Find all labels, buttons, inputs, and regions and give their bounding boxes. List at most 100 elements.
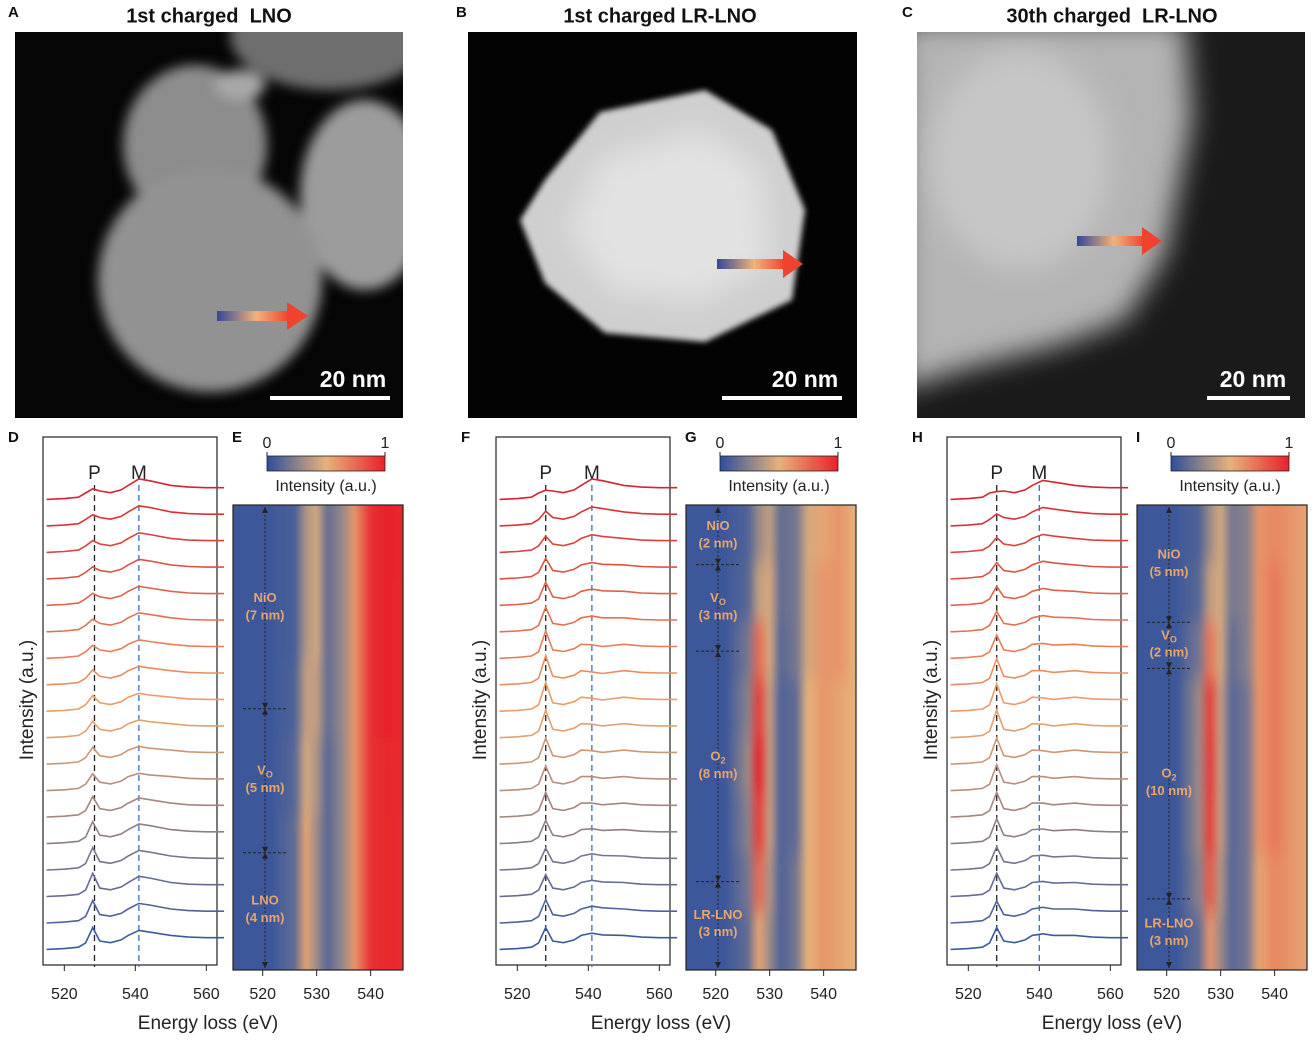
region-thickness: (7 nm) — [246, 607, 285, 622]
spectrum-curve — [950, 844, 1129, 871]
spectrum-curve — [950, 479, 1129, 501]
heatmap-frame — [232, 504, 404, 971]
heatmap-rows — [686, 505, 856, 970]
colorbar-tick-label: 1 — [381, 435, 390, 452]
region-name: VO — [257, 763, 273, 780]
spectrum-curve — [46, 478, 225, 501]
colorbar-tick-label: 1 — [834, 435, 843, 452]
scale-bar-label: 20 nm — [772, 366, 838, 392]
y-axis-label: Intensity (a.u.) — [17, 640, 38, 760]
x-tick-label: 520 — [1153, 986, 1180, 1003]
plot-frame — [946, 436, 1122, 966]
region-arrow — [262, 852, 268, 859]
panel-label: C — [902, 4, 913, 21]
colorbar-tick-label: 0 — [1167, 435, 1176, 452]
spectrum-curve — [46, 898, 225, 924]
spectrum-curve — [950, 656, 1129, 686]
panel-label: A — [8, 4, 19, 21]
heatmap-row — [1137, 853, 1307, 913]
x-tick-label: 560 — [1097, 986, 1124, 1003]
region-arrow — [715, 875, 721, 882]
region-name-sub: 2 — [721, 756, 726, 766]
spectrum-curve — [499, 818, 678, 845]
peak-label: P — [990, 463, 1003, 484]
region-arrow — [1166, 898, 1172, 905]
spectrum-curve — [499, 846, 678, 871]
heatmap-row — [233, 582, 403, 661]
x-tick-label: 540 — [122, 986, 149, 1003]
spectrum-curve — [499, 872, 678, 898]
region-thickness: (2 nm) — [699, 535, 738, 550]
heatmap-row — [686, 795, 856, 855]
heatmap-row — [233, 505, 403, 584]
region-name: O2 — [710, 749, 725, 766]
colorbar — [1170, 455, 1290, 472]
region-thickness: (2 nm) — [1150, 645, 1189, 660]
arrow — [217, 302, 308, 330]
colorbar-label: Intensity (a.u.) — [1179, 478, 1280, 495]
region-arrow — [262, 962, 268, 968]
spectrum-curve — [499, 533, 678, 554]
panel-label: B — [456, 4, 467, 21]
spectrum-curve — [950, 762, 1129, 792]
region-arrow — [262, 846, 268, 853]
region-name: NiO — [1157, 547, 1180, 562]
region-name: NiO — [706, 518, 729, 533]
region-thickness: (4 nm) — [246, 910, 285, 925]
spectrum-curve — [950, 584, 1129, 607]
x-tick-label: 540 — [357, 986, 384, 1003]
x-tick-label: 540 — [1261, 986, 1288, 1003]
peak-label: M — [1031, 463, 1047, 484]
region-name: O2 — [1161, 766, 1176, 783]
spectrum-curve — [950, 506, 1129, 527]
heatmap-row — [1137, 505, 1307, 565]
spectrum-curve — [46, 745, 225, 765]
spectrum-curve — [499, 506, 678, 527]
region-arrow — [1166, 962, 1172, 968]
x-axis-label: Energy loss (eV) — [1042, 1013, 1182, 1034]
spectrum-curve — [46, 611, 225, 633]
colorbar — [266, 455, 386, 472]
x-tick-label: 530 — [1207, 986, 1234, 1003]
region-name: NiO — [253, 590, 276, 605]
x-tick-label: 520 — [51, 986, 78, 1003]
spectrum-curve — [46, 925, 225, 951]
region-arrow — [715, 962, 721, 968]
region-thickness: (3 nm) — [1150, 933, 1189, 948]
heatmap-row — [686, 911, 856, 970]
peak-label: P — [88, 463, 101, 484]
region-name-sub: 2 — [1172, 773, 1177, 783]
spectrum-curve — [46, 692, 225, 712]
heatmap-row — [233, 660, 403, 739]
panel-label: I — [1136, 429, 1140, 446]
arrow — [1077, 227, 1162, 255]
x-tick-label: 560 — [193, 986, 220, 1003]
spectrum-curve — [950, 707, 1129, 739]
heatmap-row — [686, 853, 856, 913]
spectrum-curve — [46, 794, 225, 818]
region-arrow — [715, 507, 721, 513]
x-tick-label: 520 — [955, 986, 982, 1003]
spectrum-curve — [499, 679, 678, 712]
heatmap-rows — [1137, 505, 1307, 970]
spectrum-curve — [950, 533, 1129, 554]
region-name: VO — [1161, 628, 1177, 645]
heatmap — [1137, 505, 1307, 970]
micrograph-b — [468, 32, 857, 418]
colorbar-label: Intensity (a.u.) — [728, 478, 829, 495]
region-thickness: (5 nm) — [1150, 564, 1189, 579]
spectrum-curve — [499, 790, 678, 818]
spectrum-curve — [950, 790, 1129, 818]
region-arrow — [1166, 892, 1172, 899]
micrograph-a — [15, 32, 403, 418]
x-tick-label: 520 — [504, 986, 531, 1003]
region-arrow — [715, 564, 721, 571]
region-name-sub: O — [1170, 635, 1177, 645]
spectrum-curve — [499, 478, 678, 501]
region-name-sub: O — [266, 770, 273, 780]
scale-bar-label: 20 nm — [320, 366, 386, 392]
spectrum-curve — [499, 735, 678, 765]
spectrum-curve — [499, 925, 678, 951]
region-name-text: LNO — [251, 893, 278, 908]
colorbar-label: Intensity (a.u.) — [275, 478, 376, 495]
